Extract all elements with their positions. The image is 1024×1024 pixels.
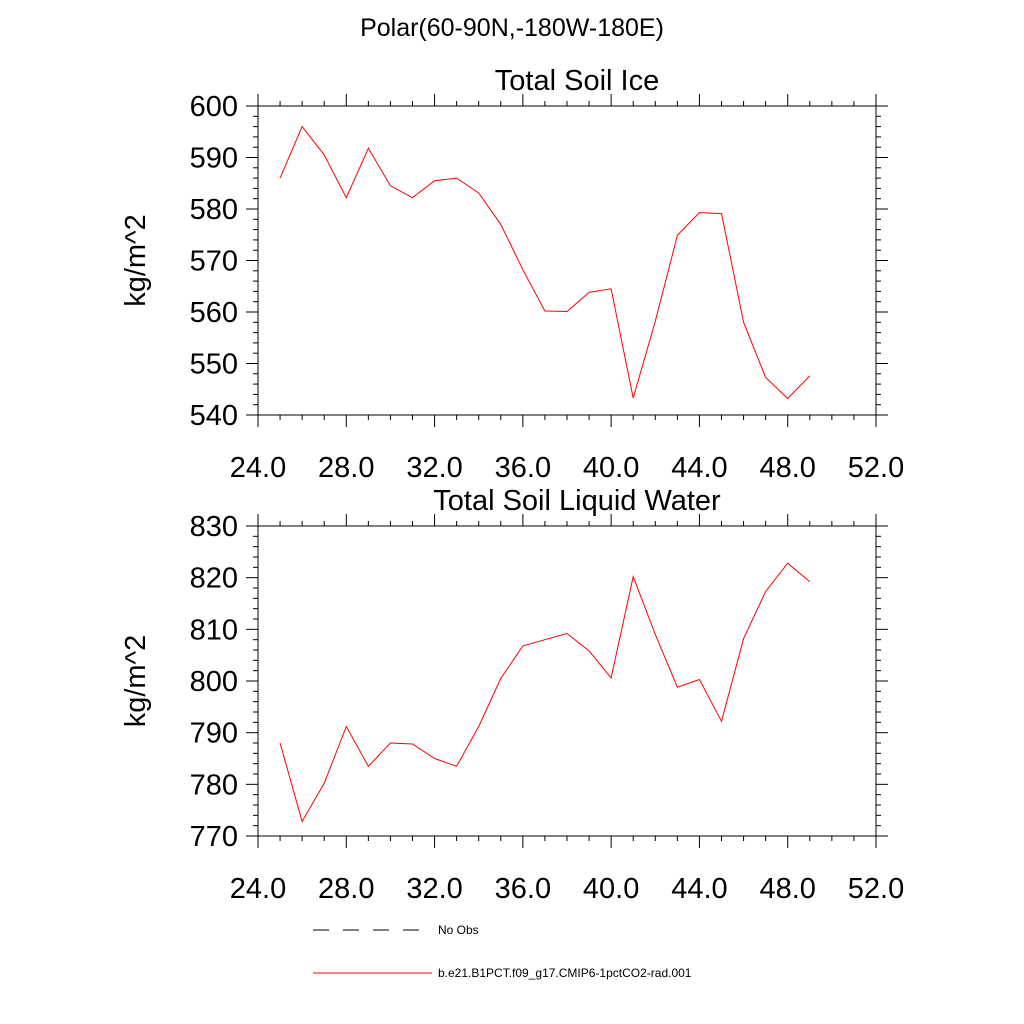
y-tick-label: 820 xyxy=(190,563,238,595)
x-tick-label: 52.0 xyxy=(848,873,904,905)
plot-frame-0 xyxy=(257,105,877,416)
y-tick-label: 830 xyxy=(190,511,238,543)
y-tick-label: 590 xyxy=(190,143,238,175)
plot-frame-1 xyxy=(257,525,877,837)
x-tick-label: 48.0 xyxy=(759,873,815,905)
x-tick-label: 40.0 xyxy=(583,452,639,484)
x-tick-label: 40.0 xyxy=(583,873,639,905)
series-line-0-0 xyxy=(279,125,811,400)
y-tick-label: 560 xyxy=(190,297,238,329)
x-tick-label: 52.0 xyxy=(848,452,904,484)
y-tick-label: 580 xyxy=(190,194,238,226)
x-tick-label: 32.0 xyxy=(406,452,462,484)
y-tick-label: 770 xyxy=(190,821,238,853)
x-tick-label: 36.0 xyxy=(495,873,551,905)
x-tick-label: 24.0 xyxy=(230,873,286,905)
legend-label-1: b.e21.B1PCT.f09_g17.CMIP6-1pctCO2-rad.00… xyxy=(438,966,692,980)
y-tick-label: 790 xyxy=(190,718,238,750)
panel-title-0: Total Soil Ice xyxy=(495,65,659,97)
panel-title-1: Total Soil Liquid Water xyxy=(433,485,721,517)
y-axis-label-1: kg/m^2 xyxy=(120,635,152,728)
y-tick-label: 810 xyxy=(190,614,238,646)
x-tick-label: 48.0 xyxy=(759,452,815,484)
page-title: Polar(60-90N,-180W-180E) xyxy=(360,14,664,42)
y-tick-label: 540 xyxy=(190,400,238,432)
y-tick-label: 600 xyxy=(190,91,238,123)
y-tick-label: 570 xyxy=(190,246,238,278)
x-tick-label: 28.0 xyxy=(318,873,374,905)
x-tick-label: 36.0 xyxy=(495,452,551,484)
y-tick-label: 800 xyxy=(190,666,238,698)
x-tick-label: 44.0 xyxy=(671,873,727,905)
y-axis-label-0: kg/m^2 xyxy=(120,214,152,307)
x-tick-label: 24.0 xyxy=(230,452,286,484)
y-tick-label: 780 xyxy=(190,769,238,801)
x-tick-label: 32.0 xyxy=(406,873,462,905)
y-tick-label: 550 xyxy=(190,349,238,381)
x-tick-label: 28.0 xyxy=(318,452,374,484)
legend-label-0: No Obs xyxy=(438,923,479,937)
x-tick-label: 44.0 xyxy=(671,452,727,484)
series-line-1-0 xyxy=(279,562,811,823)
